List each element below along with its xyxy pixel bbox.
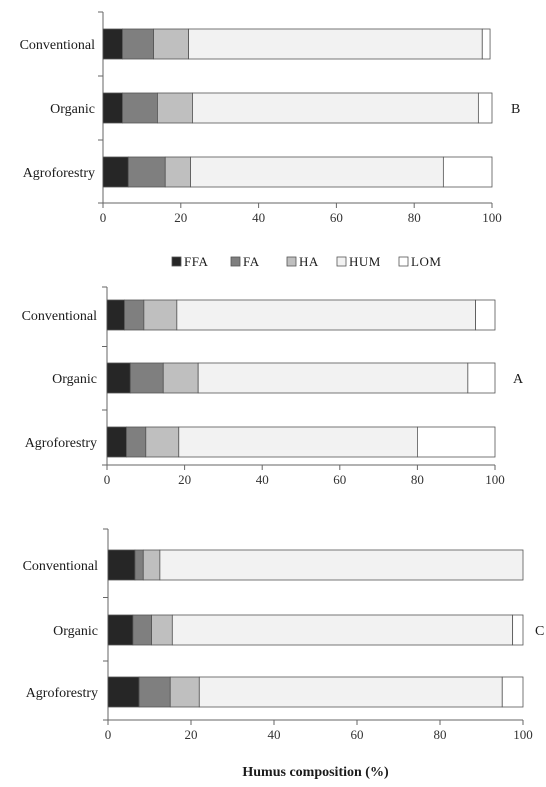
bar-segment-hum — [159, 549, 524, 581]
bar-segment-hum — [176, 299, 477, 331]
legend-label: LOM — [411, 254, 441, 269]
bar-segment-lom — [477, 92, 493, 124]
bar-segment-hum — [190, 156, 444, 188]
x-tick-label: 40 — [252, 210, 265, 225]
bar-segment-ha — [169, 676, 200, 708]
chart-panel-a: 0 20 40 60 80 100 Conventional Organic Agrofores… — [22, 286, 524, 487]
category-label: Conventional — [23, 559, 99, 574]
category-label: Conventional — [22, 309, 98, 324]
bar-segment-lom — [512, 614, 524, 646]
bar-segment-lom — [467, 362, 496, 394]
bar-segment-fa — [127, 156, 166, 188]
bar-segment-lom — [481, 28, 491, 60]
bar-segment-hum — [192, 92, 479, 124]
bar-segment-lom — [501, 676, 524, 708]
x-tick-label: 100 — [482, 210, 502, 225]
panel-label: A — [513, 372, 524, 387]
x-tick-label: 80 — [434, 727, 447, 742]
bar-segment-fa — [134, 549, 144, 581]
bar-segment-ha — [153, 28, 189, 60]
bar-segment-fa — [126, 426, 147, 458]
x-tick-label: 60 — [333, 472, 346, 487]
bar-segment-ffa — [102, 92, 123, 124]
panel-label: B — [511, 102, 520, 117]
bar-segment-ha — [145, 426, 180, 458]
category-label: Organic — [52, 372, 97, 387]
bar-segment-lom — [442, 156, 493, 188]
x-tick-label: 40 — [256, 472, 269, 487]
legend-label: HA — [299, 254, 319, 269]
x-axis-title: Humus composition (%) — [242, 765, 389, 780]
bar-segment-ha — [164, 156, 191, 188]
bar-segment-ha — [151, 614, 173, 646]
bar-segment-hum — [188, 28, 483, 60]
legend-swatch-hum — [336, 256, 347, 267]
bar-segment-hum — [197, 362, 469, 394]
legend-swatch-lom — [398, 256, 409, 267]
bar-segment-ffa — [102, 156, 129, 188]
bar-segment-ffa — [106, 426, 127, 458]
legend-swatch-ffa — [171, 256, 182, 267]
bar-segment-ffa — [106, 362, 131, 394]
bar-segment-fa — [124, 299, 145, 331]
bar-segment-hum — [171, 614, 514, 646]
bar-segment-ffa — [107, 676, 140, 708]
x-tick-label: 20 — [174, 210, 187, 225]
legend-swatch-fa — [230, 256, 241, 267]
category-label: Organic — [53, 624, 98, 639]
x-tick-label: 0 — [104, 472, 111, 487]
category-label: Agroforestry — [26, 686, 98, 701]
x-tick-label: 100 — [485, 472, 505, 487]
x-tick-label: 60 — [330, 210, 343, 225]
bar-segment-fa — [132, 614, 152, 646]
bar-segment-ffa — [102, 28, 123, 60]
bar-segment-hum — [198, 676, 503, 708]
legend-label: FFA — [184, 254, 208, 269]
chart-panel-c: 0 20 40 60 80 100 Conventional Organic Agrofores… — [23, 528, 544, 780]
bar-segment-lom — [475, 299, 496, 331]
bar-segment-ffa — [107, 549, 136, 581]
bar-segment-lom — [416, 426, 496, 458]
bar-segment-ha — [157, 92, 193, 124]
bar-segment-ffa — [106, 299, 125, 331]
x-tick-label: 20 — [178, 472, 191, 487]
x-tick-label: 20 — [185, 727, 198, 742]
legend-swatch-ha — [286, 256, 297, 267]
x-tick-label: 0 — [105, 727, 112, 742]
x-tick-label: 80 — [411, 472, 424, 487]
x-tick-label: 100 — [513, 727, 533, 742]
bar-segment-ha — [142, 549, 161, 581]
bar-segment-fa — [122, 28, 154, 60]
category-label: Conventional — [20, 38, 96, 53]
x-tick-label: 40 — [268, 727, 281, 742]
bar-segment-ha — [162, 362, 199, 394]
legend-label: HUM — [349, 254, 381, 269]
bar-segment-ha — [143, 299, 178, 331]
x-tick-label: 80 — [408, 210, 421, 225]
x-tick-label: 0 — [100, 210, 107, 225]
category-label: Agroforestry — [25, 436, 97, 451]
panel-label: C — [535, 624, 544, 639]
bar-segment-ffa — [107, 614, 134, 646]
bar-segment-fa — [138, 676, 171, 708]
x-tick-label: 60 — [351, 727, 364, 742]
bar-segment-fa — [122, 92, 158, 124]
chart-panel-b: 0 20 40 60 80 100 Conventional Organic Agrofores… — [20, 11, 520, 225]
bar-segment-fa — [129, 362, 164, 394]
category-label: Agroforestry — [23, 166, 95, 181]
legend-label: FA — [243, 254, 260, 269]
legend: FFA FA HA HUM LOM — [171, 254, 441, 269]
category-label: Organic — [50, 102, 95, 117]
bar-segment-hum — [178, 426, 418, 458]
